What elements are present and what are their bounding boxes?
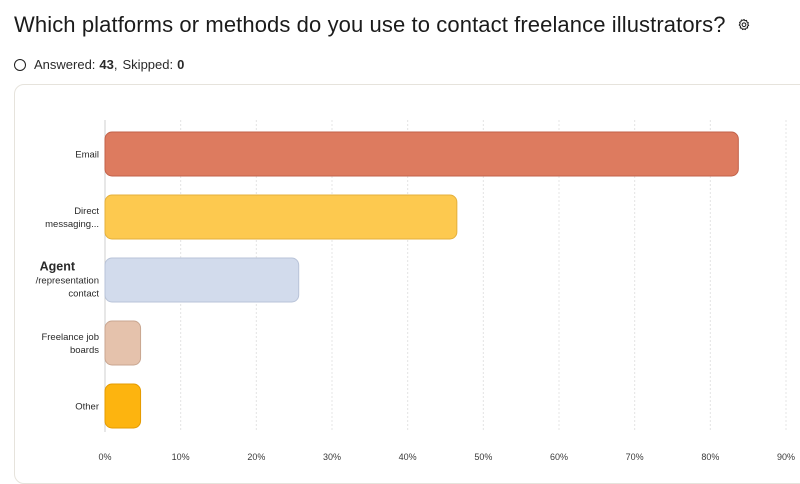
category-label: Email xyxy=(75,150,99,161)
answered-label: Answered: xyxy=(34,57,96,72)
skipped-count: 0 xyxy=(177,57,185,72)
x-tick-label: 0% xyxy=(98,452,111,462)
answered-count: 43 xyxy=(99,57,114,72)
stats-separator: , xyxy=(113,57,118,72)
gear-icon[interactable] xyxy=(736,17,752,33)
bar[interactable] xyxy=(104,383,142,429)
category-label: Agent xyxy=(40,260,76,274)
bar[interactable] xyxy=(104,194,458,240)
category-label: messaging... xyxy=(45,219,99,230)
x-tick-label: 70% xyxy=(626,452,644,462)
x-tick-label: 20% xyxy=(247,452,265,462)
x-tick-label: 60% xyxy=(550,452,568,462)
category-label: Freelance job xyxy=(41,332,99,343)
bar[interactable] xyxy=(104,131,739,177)
bar[interactable] xyxy=(104,257,300,303)
x-tick-label: 90% xyxy=(777,452,795,462)
x-tick-label: 50% xyxy=(474,452,492,462)
category-label: boards xyxy=(70,345,99,356)
question-title: Which platforms or methods do you use to… xyxy=(14,12,726,37)
bar[interactable] xyxy=(104,320,142,366)
response-stats: Answered: 43, Skipped: 0 xyxy=(14,57,184,72)
category-label: Direct xyxy=(74,206,99,217)
category-label: /representation xyxy=(36,276,99,287)
category-label: Other xyxy=(75,402,99,413)
radio-circle-icon[interactable] xyxy=(14,58,26,71)
skipped-label: Skipped: xyxy=(122,57,174,72)
x-tick-label: 30% xyxy=(323,452,341,462)
category-label: contact xyxy=(68,289,99,300)
x-tick-label: 40% xyxy=(399,452,417,462)
x-tick-label: 10% xyxy=(172,452,190,462)
question-header: Which platforms or methods do you use to… xyxy=(14,12,752,38)
bar-chart: 0% 10% 20% 30% 40% 50% 60% 70% 80% 90% Email Direct… xyxy=(36,120,795,462)
x-tick-label: 80% xyxy=(701,452,719,462)
